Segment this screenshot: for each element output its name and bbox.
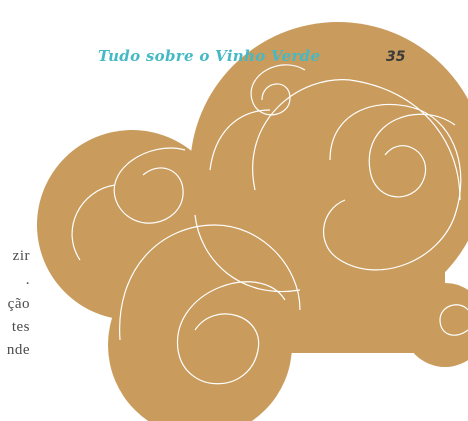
body-text-line: ção	[7, 296, 30, 312]
header-title: Tudo sobre o Vinho Verde	[98, 47, 321, 65]
cloud-shape	[37, 22, 468, 421]
spiral-lines	[71, 64, 468, 385]
body-text-line: .	[25, 272, 30, 288]
page-number: 35	[386, 49, 406, 65]
body-text-line: zir	[12, 248, 30, 264]
body-text-line: nde	[6, 342, 30, 358]
body-text-line: tes	[11, 319, 30, 335]
